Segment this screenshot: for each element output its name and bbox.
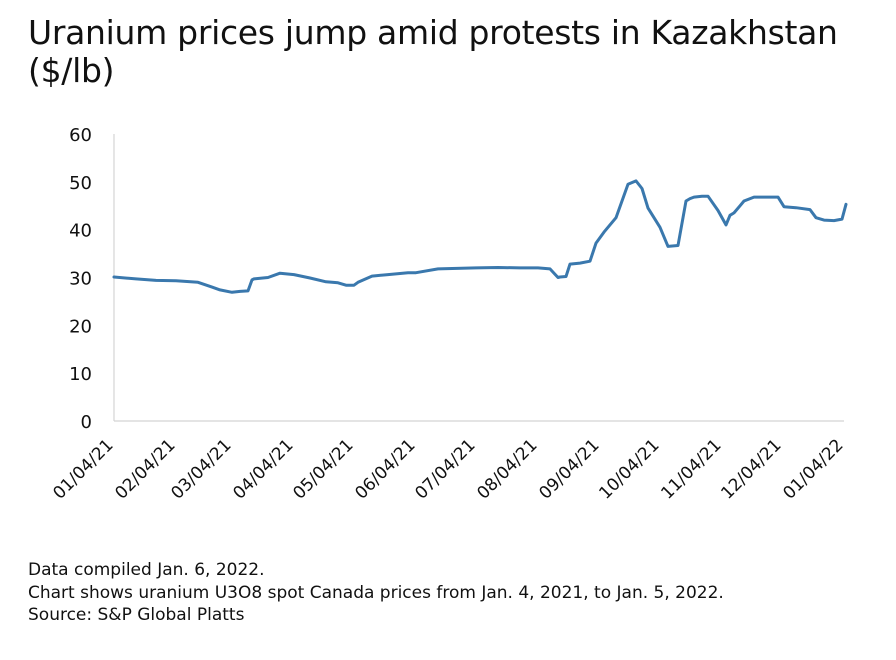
chart-notes: Data compiled Jan. 6, 2022. Chart shows … bbox=[28, 559, 724, 627]
x-tick-label: 07/04/21 bbox=[411, 435, 479, 503]
x-tick-label: 03/04/21 bbox=[167, 435, 235, 503]
y-tick-label: 50 bbox=[69, 173, 92, 194]
note-description: Chart shows uranium U3O8 spot Canada pri… bbox=[28, 582, 724, 603]
x-tick-label: 01/04/21 bbox=[49, 435, 117, 503]
y-tick-label: 10 bbox=[69, 364, 92, 385]
y-tick-label: 30 bbox=[69, 269, 92, 290]
x-tick-label: 06/04/21 bbox=[351, 435, 419, 503]
x-tick-label: 11/04/21 bbox=[657, 435, 725, 503]
x-axis-ticks: 01/04/2102/04/2103/04/2104/04/2105/04/21… bbox=[49, 435, 847, 503]
x-tick-label: 12/04/21 bbox=[717, 435, 785, 503]
note-source: Source: S&P Global Platts bbox=[28, 605, 245, 625]
y-axis-ticks: 0 10 20 30 40 50 60 bbox=[69, 125, 92, 433]
x-tick-label: 05/04/21 bbox=[289, 435, 357, 503]
x-tick-label: 01/04/22 bbox=[779, 435, 847, 503]
y-tick-label: 20 bbox=[69, 316, 92, 337]
x-tick-label: 09/04/21 bbox=[535, 435, 603, 503]
y-tick-label: 0 bbox=[81, 412, 92, 433]
y-tick-label: 40 bbox=[69, 221, 92, 242]
x-tick-label: 08/04/21 bbox=[473, 435, 541, 503]
note-compiled: Data compiled Jan. 6, 2022. bbox=[28, 560, 265, 580]
price-series-line bbox=[112, 179, 848, 294]
x-tick-label: 02/04/21 bbox=[111, 435, 179, 503]
x-tick-label: 04/04/21 bbox=[229, 435, 297, 503]
chart-title: Uranium prices jump amid protests in Kaz… bbox=[28, 13, 838, 90]
x-tick-label: 10/04/21 bbox=[595, 435, 663, 503]
y-tick-label: 60 bbox=[69, 125, 92, 146]
